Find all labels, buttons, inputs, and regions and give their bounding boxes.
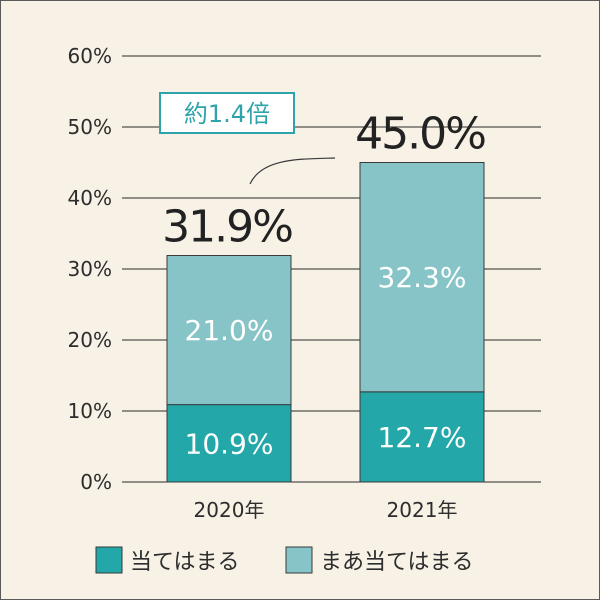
y-tick-label: 30% [68, 257, 112, 281]
bar-segment [359, 162, 485, 393]
legend-swatch-series-0 [95, 546, 123, 574]
bars [166, 162, 485, 483]
y-tick-label: 50% [68, 115, 112, 139]
legend: 当てはまる まあ当てはまる [95, 546, 474, 575]
total-value-label: 31.9% [162, 202, 292, 253]
segment-value-label: 12.7% [378, 421, 467, 454]
y-tick-label: 0% [80, 470, 112, 494]
segment-value-label: 10.9% [185, 427, 274, 460]
bar-segment [166, 255, 292, 406]
y-tick-label: 20% [68, 328, 112, 352]
category-labels: 2020年 2021年 [194, 498, 458, 522]
callout: 約1.4倍 [159, 92, 336, 185]
legend-swatch-series-1 [285, 546, 313, 574]
y-axis-ticks: 0% 10% 20% 30% 40% 50% 60% [68, 44, 112, 494]
segment-labels: 10.9% 21.0% 12.7% 32.3% [185, 261, 467, 460]
total-value-label: 45.0% [355, 109, 485, 160]
callout-connector [249, 157, 336, 185]
category-label: 2020年 [194, 498, 265, 522]
y-tick-label: 40% [68, 186, 112, 210]
y-tick-label: 10% [68, 399, 112, 423]
total-labels: 31.9% 45.0% [162, 109, 487, 253]
segment-value-label: 21.0% [185, 314, 274, 347]
callout-text: 約1.4倍 [184, 100, 270, 128]
legend-label-series-1: まあ当てはまる [320, 550, 474, 575]
bar-segment [359, 391, 485, 483]
y-tick-label: 60% [68, 44, 112, 68]
category-label: 2021年 [387, 498, 458, 522]
callout-box [159, 92, 295, 134]
bar-segment [166, 404, 292, 483]
segment-value-label: 32.3% [378, 261, 467, 294]
legend-label-series-0: 当てはまる [130, 550, 240, 575]
